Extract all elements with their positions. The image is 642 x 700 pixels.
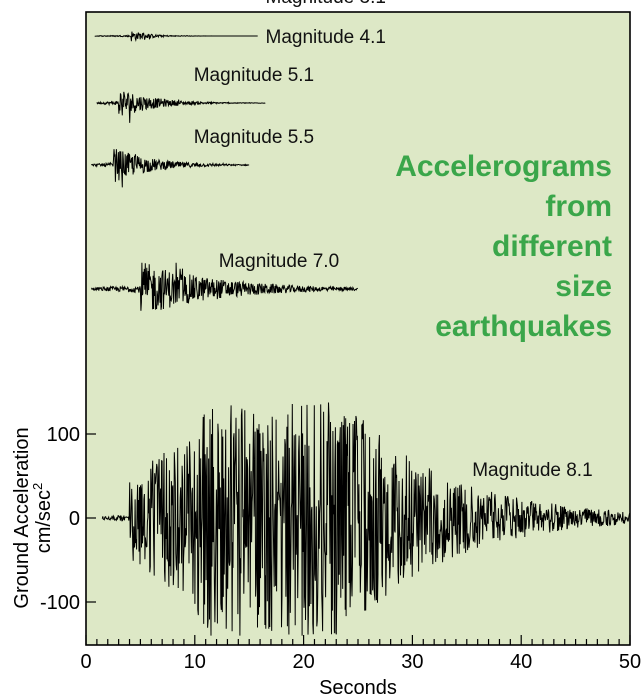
y-tick-label: -100 (40, 592, 80, 614)
trace-magnitude-5-1 (96, 91, 266, 123)
series-label: Magnitude 4.1 (266, 27, 386, 48)
x-tick-label: 40 (510, 651, 532, 673)
series-label: Magnitude 3.1 (266, 0, 386, 8)
axes: 0 10 20 30 40 50 100 0 -100 Seconds Ground Acceler… (11, 424, 641, 699)
x-tick-label: 10 (184, 651, 206, 673)
x-tick-label: 50 (619, 651, 641, 673)
x-tick-label: 20 (292, 651, 314, 673)
x-tick-label: 0 (80, 651, 91, 673)
trace-magnitude-4-1 (94, 31, 258, 42)
y-axis-unit: cm/sec2 (30, 483, 55, 554)
title-line: different (492, 230, 612, 263)
y-axis-title: Ground Acceleration (11, 427, 33, 608)
magnitude-labels: Magnitude 3.1 Magnitude 4.1 Magnitude 5.1 M… (194, 0, 593, 481)
x-axis-title: Seconds (319, 677, 397, 699)
series-label: Magnitude 5.1 (194, 65, 314, 86)
chart-title: Accelerograms from different size earthquake… (395, 150, 612, 343)
y-tick-label: 0 (69, 508, 80, 530)
series-label: Magnitude 8.1 (472, 460, 592, 481)
title-line: earthquakes (435, 310, 612, 343)
trace-magnitude-7-0 (90, 262, 359, 311)
accelerogram-traces (90, 31, 631, 636)
trace-magnitude-5-5 (91, 149, 250, 188)
trace-magnitude-8-1 (101, 402, 631, 636)
x-tick-label: 30 (401, 651, 423, 673)
plot-background (86, 12, 630, 645)
series-label: Magnitude 7.0 (219, 251, 339, 272)
title-line: size (555, 270, 612, 303)
title-line: from (545, 190, 612, 223)
title-line: Accelerograms (395, 150, 612, 183)
y-tick-label: 100 (47, 424, 80, 446)
series-label: Magnitude 5.5 (194, 127, 314, 148)
